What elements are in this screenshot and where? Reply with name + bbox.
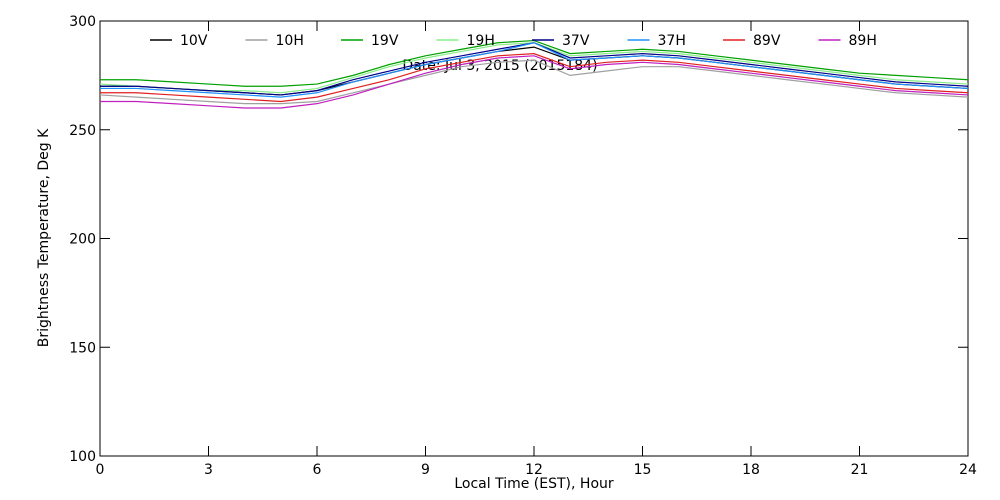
x-tick-label: 0 (96, 462, 105, 478)
legend-label: 37H (658, 33, 686, 49)
y-tick-label: 300 (69, 14, 96, 30)
x-tick-label: 24 (959, 462, 977, 478)
y-axis-label: Brightness Temperature, Deg K (36, 128, 52, 347)
x-tick-label: 21 (851, 462, 869, 478)
y-tick-label: 250 (69, 123, 96, 139)
legend-label: 10V (180, 33, 208, 49)
y-tick-label: 100 (69, 449, 96, 465)
x-tick-label: 9 (421, 462, 430, 478)
x-tick-label: 6 (313, 462, 322, 478)
x-tick-label: 15 (634, 462, 652, 478)
legend-label: 89V (753, 33, 781, 49)
x-axis-label: Local Time (EST), Hour (454, 476, 614, 492)
y-tick-label: 150 (69, 340, 96, 356)
x-tick-label: 18 (742, 462, 760, 478)
legend-label: 19V (371, 33, 399, 49)
legend-label: 10H (276, 33, 304, 49)
legend-label: 89H (849, 33, 877, 49)
series-line (100, 55, 969, 109)
x-tick-label: 3 (204, 462, 213, 478)
legend-label: 19H (467, 33, 495, 49)
series-line (99, 59, 969, 105)
x-tick-label: 12 (525, 462, 543, 478)
series-line (100, 42, 969, 98)
legend-label: 37V (562, 33, 590, 49)
y-tick-label: 200 (69, 232, 96, 248)
series-line (100, 53, 969, 103)
chart-title: Date: Jul 3, 2015 (2015184) (402, 58, 597, 74)
